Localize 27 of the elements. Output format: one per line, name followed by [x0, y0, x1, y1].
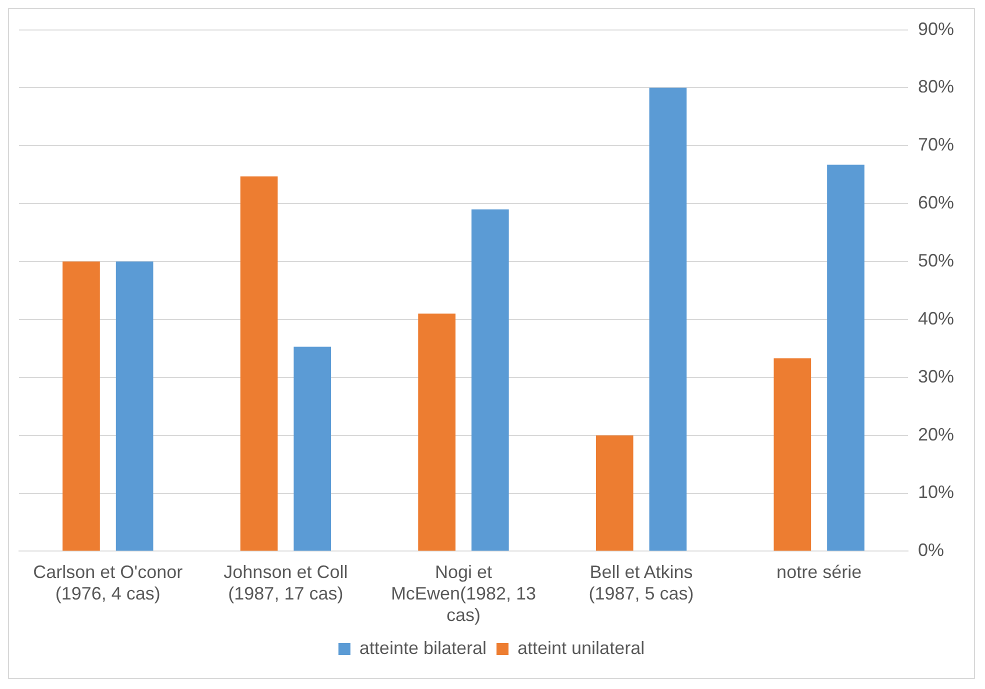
legend-label: atteint unilateral: [518, 638, 645, 658]
bar: [596, 435, 634, 551]
bar: [116, 262, 154, 551]
legend-label: atteinte bilateral: [359, 638, 487, 658]
bar: [827, 164, 864, 551]
bar: [418, 314, 456, 551]
x-tick-label: notre série: [776, 562, 862, 582]
y-tick-label: 60%: [918, 192, 954, 213]
bar: [62, 262, 100, 551]
y-tick-label: 30%: [918, 366, 954, 386]
bar: [774, 358, 812, 551]
x-tick-label: Nogi et McEwen(1982, 13 cas): [390, 562, 536, 626]
bar: [294, 346, 332, 551]
x-tick-label: Carlson et O'conor (1976, 4 cas): [33, 562, 183, 604]
y-tick-label: 40%: [918, 308, 954, 328]
bar: [240, 176, 278, 551]
bar: [471, 209, 509, 551]
bar: [649, 88, 687, 551]
y-tick-label: 10%: [918, 482, 954, 502]
y-tick-label: 20%: [918, 424, 954, 444]
x-tick-label: Bell et Atkins (1987, 5 cas): [588, 562, 694, 604]
y-tick-label: 50%: [918, 250, 954, 270]
y-tick-label: 90%: [918, 18, 954, 39]
x-tick-label: Johnson et Coll (1987, 17 cas): [224, 562, 348, 604]
y-tick-label: 0%: [918, 540, 944, 560]
y-tick-label: 80%: [918, 76, 954, 97]
y-tick-label: 70%: [918, 134, 954, 155]
